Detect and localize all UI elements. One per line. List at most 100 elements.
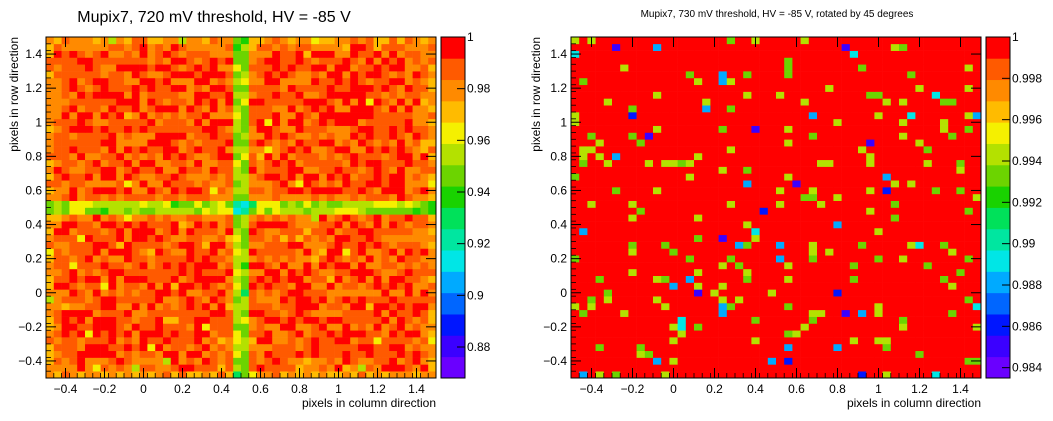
chart0-cell bbox=[311, 200, 320, 208]
chart1-cell bbox=[907, 316, 916, 324]
chart1-cell bbox=[743, 214, 752, 222]
chart0-cell bbox=[233, 371, 242, 379]
chart0-cell bbox=[311, 173, 320, 181]
chart1-cell bbox=[710, 173, 719, 181]
chart0-cell bbox=[124, 71, 133, 79]
chart1-cell bbox=[817, 330, 826, 338]
chart1-cell bbox=[735, 302, 744, 311]
chart0-cell bbox=[381, 316, 390, 324]
chart1-cell bbox=[718, 309, 728, 317]
chart0-cell bbox=[404, 200, 413, 208]
chart1-cell bbox=[726, 234, 736, 242]
chart0-cell bbox=[61, 71, 70, 79]
chart1-cell bbox=[644, 234, 654, 242]
chart0-cell bbox=[155, 282, 164, 290]
chart1-cell bbox=[669, 159, 678, 167]
chart0-cell bbox=[163, 275, 172, 283]
chart0-cell bbox=[373, 180, 382, 188]
chart1-cell bbox=[940, 207, 949, 215]
chart1-cell bbox=[923, 166, 933, 174]
chart0-cell bbox=[46, 316, 55, 324]
chart1-cell bbox=[653, 364, 662, 372]
chart1-cell bbox=[579, 200, 588, 208]
chart0-cell bbox=[225, 207, 234, 215]
chart0-cell bbox=[163, 146, 172, 154]
chart1-cell bbox=[587, 152, 596, 161]
chart0-cell bbox=[311, 371, 320, 379]
chart1-cell bbox=[792, 193, 801, 201]
chart0-cell bbox=[295, 350, 304, 358]
chart0-cell bbox=[170, 323, 179, 331]
chart0-cell bbox=[155, 50, 164, 58]
chart0-cell bbox=[155, 166, 164, 174]
chart1-cell bbox=[669, 262, 678, 270]
chart1-cell bbox=[899, 343, 908, 352]
chart0-cell bbox=[225, 91, 234, 99]
chart0-colorbar-label: 0.92 bbox=[467, 237, 491, 251]
chart1-cell bbox=[956, 330, 965, 338]
chart0-cell bbox=[131, 57, 140, 65]
chart1-cell bbox=[677, 268, 687, 276]
chart0-cell bbox=[412, 323, 421, 331]
chart1-cell bbox=[587, 255, 596, 263]
chart1-cell bbox=[628, 337, 637, 345]
chart0-cell bbox=[373, 132, 382, 140]
chart0-cell bbox=[280, 262, 289, 270]
chart1-cell bbox=[808, 343, 818, 352]
chart0-cell bbox=[131, 214, 140, 222]
chart1-cell bbox=[702, 125, 711, 133]
chart1-cell bbox=[620, 350, 629, 358]
chart0-cell bbox=[248, 309, 257, 317]
chart0-cell bbox=[194, 268, 203, 276]
chart1-cell bbox=[612, 221, 621, 229]
chart0-cell bbox=[233, 241, 242, 249]
chart1-cell bbox=[751, 71, 760, 79]
chart1-cell bbox=[923, 364, 933, 372]
chart0-cell bbox=[69, 50, 78, 58]
chart1-cell bbox=[825, 112, 834, 120]
chart1-cell bbox=[956, 234, 965, 242]
chart0-cell bbox=[358, 323, 367, 331]
chart0-cell bbox=[202, 146, 211, 154]
chart1-cell bbox=[899, 77, 908, 86]
chart0-cell bbox=[163, 289, 172, 297]
chart1-cell bbox=[644, 337, 654, 345]
chart1-cell bbox=[579, 98, 588, 106]
chart0-cell bbox=[342, 180, 351, 188]
chart0-cell bbox=[272, 98, 281, 106]
chart1-cell bbox=[890, 207, 900, 215]
chart1-cell bbox=[735, 200, 744, 208]
chart0-cell bbox=[287, 207, 296, 215]
chart0-cell bbox=[373, 105, 382, 113]
chart0-cell bbox=[373, 255, 382, 263]
chart0-cell bbox=[420, 350, 429, 358]
chart1-cell bbox=[833, 71, 842, 79]
chart1-cell bbox=[735, 275, 744, 283]
chart1-cell bbox=[677, 255, 687, 263]
chart0-cell bbox=[209, 302, 218, 311]
chart1-cell bbox=[776, 193, 785, 201]
chart1-cell bbox=[685, 302, 695, 311]
chart1-cell bbox=[890, 371, 900, 379]
chart0-cell bbox=[92, 125, 101, 133]
chart1-cell bbox=[710, 302, 719, 311]
chart1-cell bbox=[603, 71, 613, 79]
chart0-cell bbox=[69, 125, 78, 133]
chart1-cell bbox=[644, 275, 654, 283]
chart1-cell bbox=[661, 268, 670, 276]
chart1-cell bbox=[620, 91, 629, 99]
chart1-cell bbox=[735, 64, 744, 72]
chart0-cell bbox=[85, 152, 94, 161]
chart1-cell bbox=[702, 159, 711, 167]
chart0-cell bbox=[155, 296, 164, 304]
chart1-cell bbox=[825, 357, 834, 365]
chart0-cell bbox=[389, 71, 398, 79]
chart0-cell bbox=[53, 350, 62, 358]
chart0-cell bbox=[61, 302, 70, 311]
chart0-cell bbox=[233, 255, 242, 263]
chart1-cell bbox=[735, 187, 744, 195]
chart1-cell bbox=[726, 255, 736, 263]
chart1-cell bbox=[808, 77, 818, 86]
chart1-cell bbox=[579, 112, 588, 120]
chart1-cell bbox=[817, 180, 826, 188]
